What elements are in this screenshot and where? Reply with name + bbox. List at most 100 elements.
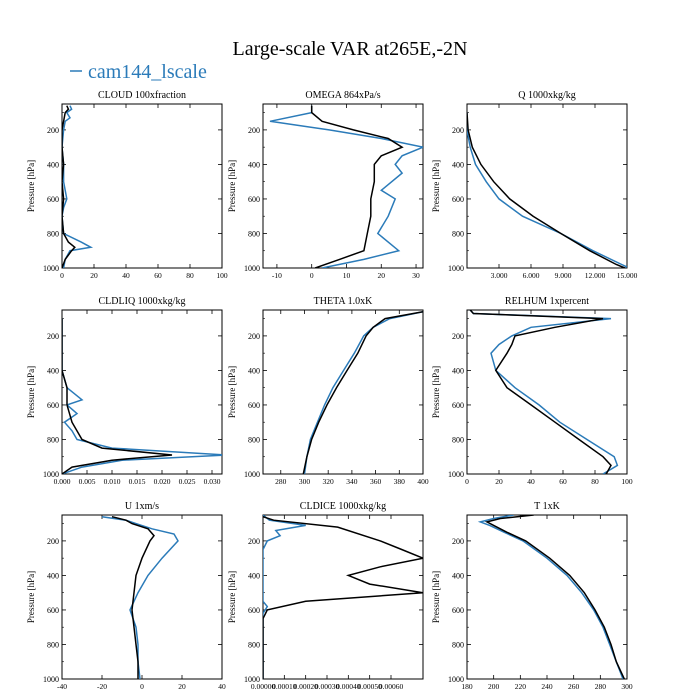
y-axis-label: Pressure [hPa] xyxy=(26,366,36,418)
legend: cam144_lscale xyxy=(70,61,207,83)
x-tick-label: 20 xyxy=(90,271,98,280)
x-tick-label: 220 xyxy=(515,682,527,691)
x-tick-label: 15.000 xyxy=(617,271,638,280)
x-tick-label: 320 xyxy=(323,477,335,486)
x-tick-label: 0.00000 xyxy=(251,682,276,691)
y-axis-label: Pressure [hPa] xyxy=(431,366,441,418)
y-tick-label: 400 xyxy=(452,571,464,580)
x-tick-label: 280 xyxy=(275,477,287,486)
y-tick-label: 600 xyxy=(452,401,464,410)
y-tick-label: 200 xyxy=(248,537,260,546)
x-tick-label: 60 xyxy=(154,271,162,280)
x-tick-label: 80 xyxy=(186,271,194,280)
y-axis-label: Pressure [hPa] xyxy=(227,366,237,418)
y-tick-label: 200 xyxy=(452,332,464,341)
chart-panel-8: T 1xK 200 400 600 800 1000 Pressure [hPa] 180 20… xyxy=(431,501,633,691)
y-tick-label: 600 xyxy=(47,606,59,615)
y-tick-label: 1000 xyxy=(43,470,59,479)
plot-frame xyxy=(466,309,628,475)
x-tick-label: 180 xyxy=(461,682,473,691)
y-tick-label: 600 xyxy=(248,195,260,204)
plot-frame xyxy=(262,514,424,680)
y-tick-label: 200 xyxy=(248,332,260,341)
y-tick-label: 400 xyxy=(47,366,59,375)
panel-title: T 1xK xyxy=(534,501,560,512)
y-tick-label: 600 xyxy=(47,195,59,204)
y-tick-label: 200 xyxy=(47,332,59,341)
series-line-black xyxy=(467,112,626,268)
series-line-blue xyxy=(62,105,94,268)
y-tick-label: 1000 xyxy=(43,264,59,273)
y-tick-label: 200 xyxy=(47,126,59,135)
series-line-black xyxy=(484,515,625,679)
x-tick-label: 260 xyxy=(568,682,580,691)
y-tick-label: 400 xyxy=(248,160,260,169)
x-tick-label: 0.020 xyxy=(154,477,171,486)
panel-title: CLOUD 100xfraction xyxy=(98,90,186,101)
y-tick-label: 800 xyxy=(47,435,59,444)
x-tick-label: 80 xyxy=(591,477,599,486)
x-tick-label: 400 xyxy=(417,477,429,486)
x-tick-label: 60 xyxy=(559,477,567,486)
y-tick-label: 800 xyxy=(248,435,260,444)
y-tick-label: 1000 xyxy=(244,675,260,684)
y-tick-label: 400 xyxy=(248,366,260,375)
x-tick-label: 9.000 xyxy=(555,271,572,280)
x-tick-label: 0.025 xyxy=(179,477,196,486)
y-tick-label: 600 xyxy=(248,606,260,615)
series-line-black xyxy=(111,515,155,679)
series-line-blue xyxy=(477,515,624,679)
series-line-black xyxy=(263,515,423,679)
panel-title: Q 1000xkg/kg xyxy=(518,90,576,101)
series-line-black xyxy=(302,310,423,474)
x-tick-label: 0.010 xyxy=(104,477,121,486)
chart-panel-4: THETA 1.0xK 200 400 600 800 1000 Pressure [hPa… xyxy=(227,296,429,486)
x-tick-label: 0.030 xyxy=(204,477,221,486)
x-tick-label: 380 xyxy=(394,477,406,486)
y-axis-label: Pressure [hPa] xyxy=(26,160,36,212)
y-tick-label: 200 xyxy=(248,126,260,135)
x-tick-label: 20 xyxy=(495,477,503,486)
x-tick-label: 0.00060 xyxy=(379,682,404,691)
y-tick-label: 600 xyxy=(452,606,464,615)
x-tick-label: 40 xyxy=(527,477,535,486)
series-line-blue xyxy=(303,310,423,474)
chart-panel-0: CLOUD 100xfraction2004006008001000Pressu… xyxy=(26,90,228,280)
y-tick-label: 400 xyxy=(248,571,260,580)
panel-title: THETA 1.0xK xyxy=(314,296,373,307)
series-line-blue xyxy=(263,515,306,679)
x-tick-label: 40 xyxy=(218,682,226,691)
x-tick-label: 340 xyxy=(346,477,358,486)
y-axis-label: Pressure [hPa] xyxy=(431,160,441,212)
y-tick-label: 800 xyxy=(452,229,464,238)
x-tick-label: 10 xyxy=(343,271,351,280)
y-tick-label: 400 xyxy=(452,366,464,375)
x-tick-label: 360 xyxy=(370,477,382,486)
y-axis-label: Pressure [hPa] xyxy=(431,571,441,623)
legend-label: cam144_lscale xyxy=(88,61,207,83)
series-line-blue xyxy=(101,515,179,679)
y-tick-label: 200 xyxy=(452,537,464,546)
plot-frame xyxy=(466,103,628,269)
x-tick-label: 300 xyxy=(299,477,311,486)
x-tick-label: 0.00030 xyxy=(315,682,340,691)
y-tick-label: 800 xyxy=(248,229,260,238)
x-tick-label: 3.000 xyxy=(491,271,508,280)
y-tick-label: 800 xyxy=(452,640,464,649)
x-tick-label: 0.00050 xyxy=(357,682,382,691)
y-tick-label: 200 xyxy=(452,126,464,135)
chart-panel-3: CLDLIQ 1000xkg/kg 200 400 600 800 1000 Pressur… xyxy=(26,296,223,486)
x-tick-label: 40 xyxy=(122,271,130,280)
y-axis-label: Pressure [hPa] xyxy=(227,160,237,212)
series-line-blue xyxy=(469,310,619,474)
x-tick-label: 30 xyxy=(412,271,420,280)
y-tick-label: 400 xyxy=(452,160,464,169)
y-tick-label: 1000 xyxy=(448,470,464,479)
x-tick-label: 0 xyxy=(310,271,314,280)
x-tick-label: 12.000 xyxy=(585,271,606,280)
panel-title: U 1xm/s xyxy=(125,501,159,512)
y-tick-label: 400 xyxy=(47,160,59,169)
